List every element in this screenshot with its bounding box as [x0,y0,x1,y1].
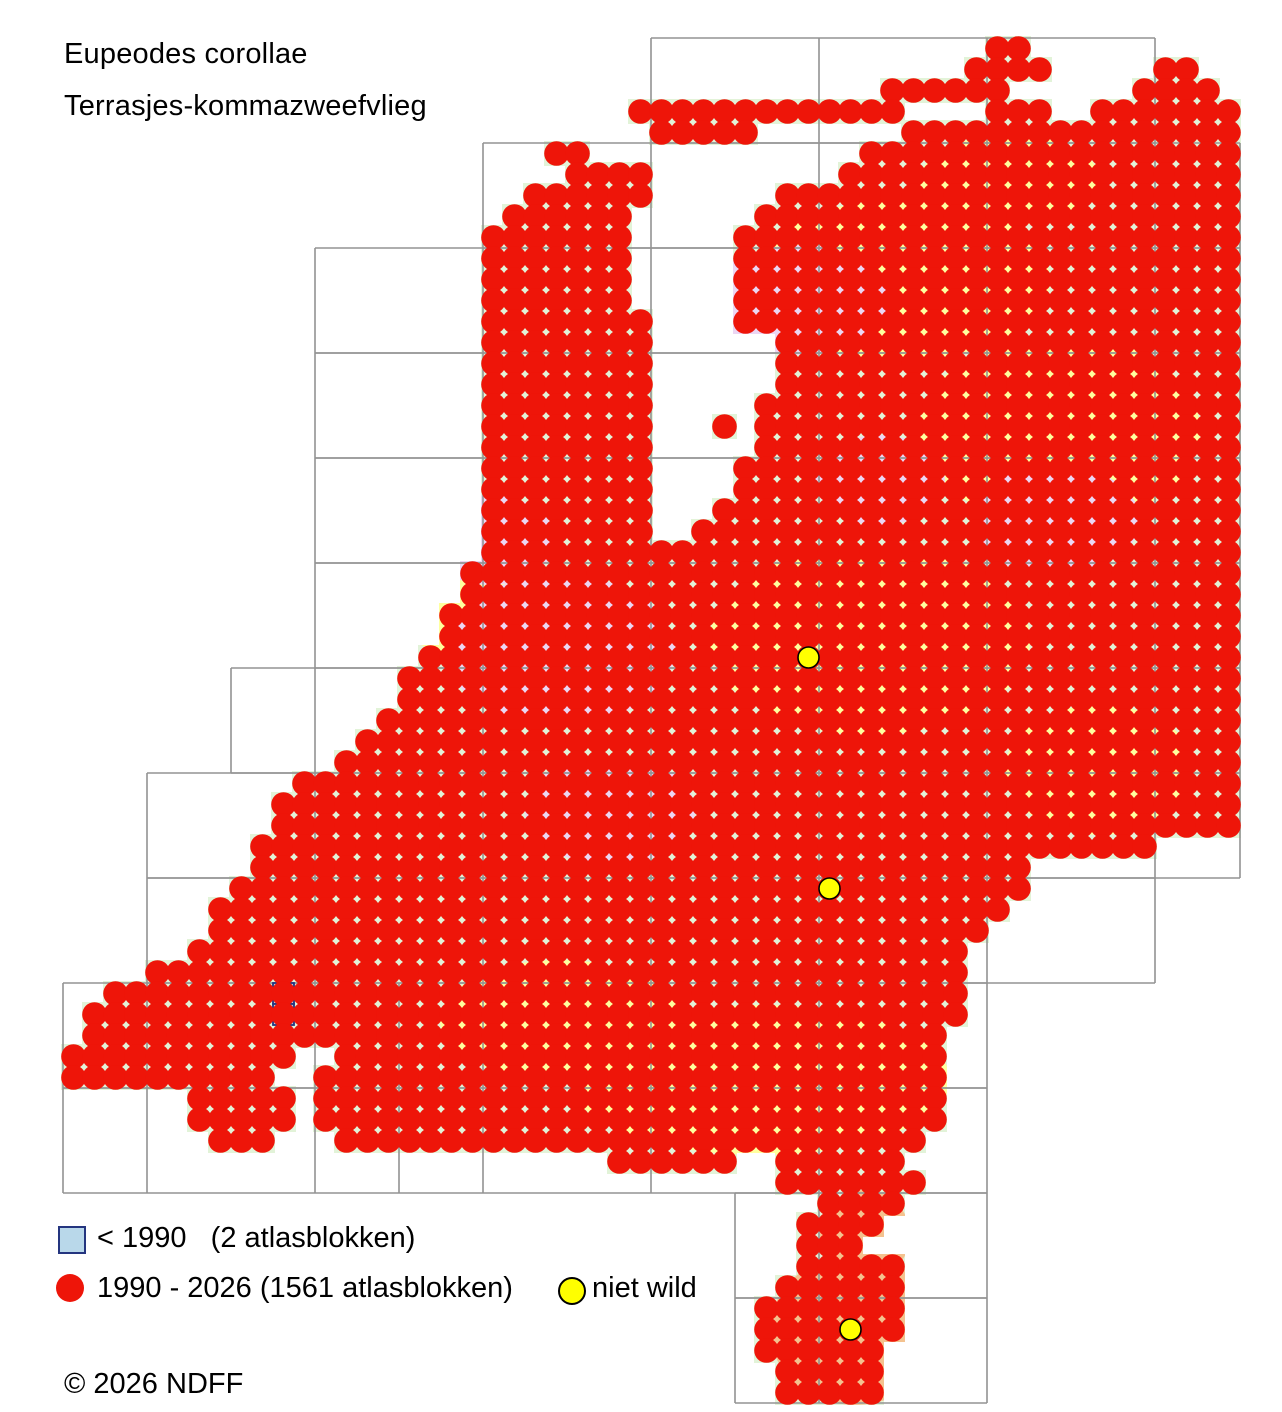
legend-range-swatch [56,1274,84,1302]
legend-notwild-swatch [558,1277,586,1305]
species-scientific-name: Eupeodes corollae [64,38,308,70]
legend-range-label: 1990 - 2026 (1561 atlasblokken) [97,1272,513,1304]
copyright-notice: © 2026 NDFF [64,1368,244,1400]
legend-notwild-label: niet wild [592,1272,697,1304]
not-wild-dots-layer [797,646,862,1341]
species-common-name: Terrasjes-kommazweefvlieg [64,90,427,122]
record-dots-layer [61,36,1241,1405]
legend-pre1990-swatch [58,1226,86,1254]
legend-pre1990-label: < 1990 (2 atlasblokken) [97,1222,416,1254]
